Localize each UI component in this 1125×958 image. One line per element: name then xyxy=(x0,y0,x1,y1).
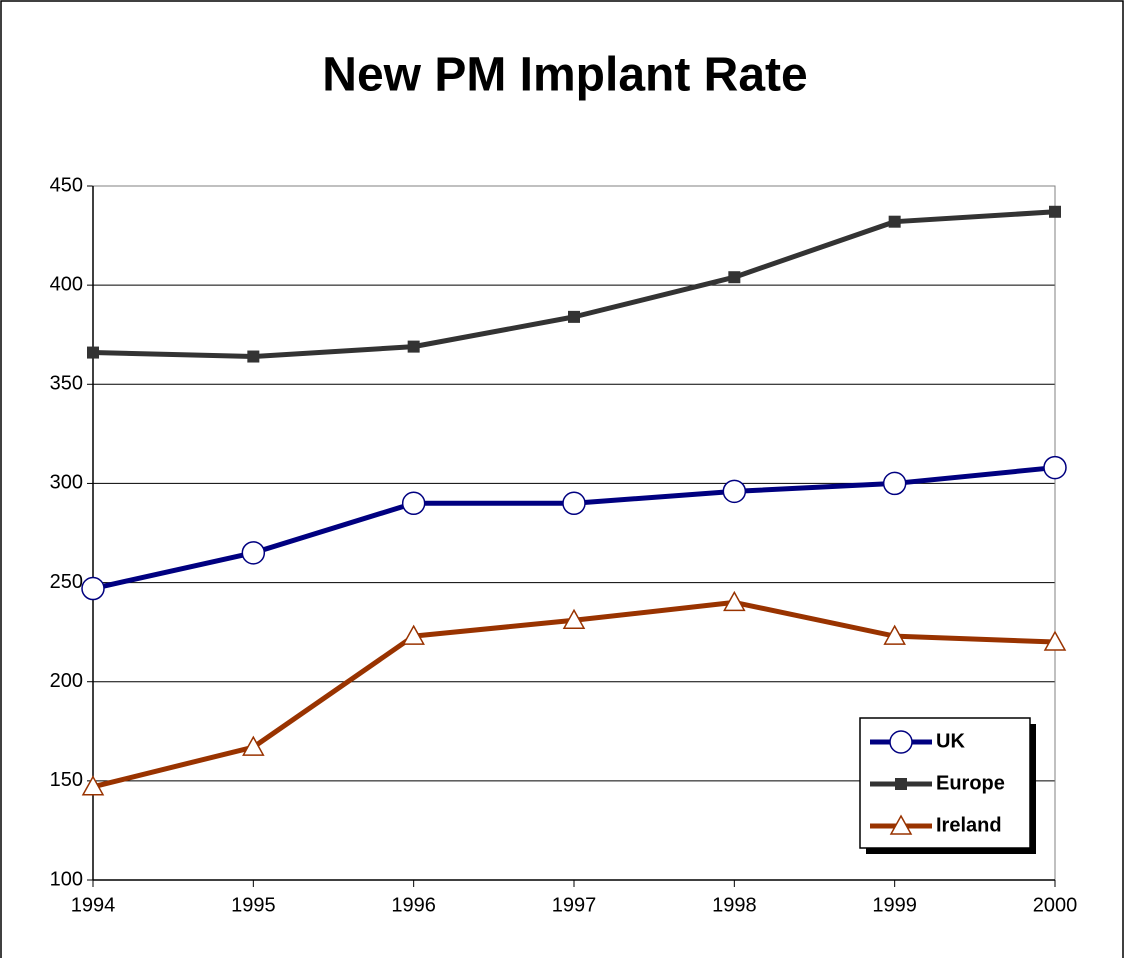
y-tick-label: 100 xyxy=(50,868,83,890)
marker xyxy=(723,590,746,612)
marker xyxy=(728,271,741,284)
legend: UK Europe Ireland xyxy=(859,717,1036,854)
marker xyxy=(888,215,901,228)
y-tick-label: 200 xyxy=(50,670,83,692)
x-tick-label: 1994 xyxy=(71,894,116,916)
marker xyxy=(1049,205,1061,218)
x-tick-label: 1995 xyxy=(231,894,276,916)
y-tick-label: 450 xyxy=(50,174,83,196)
legend-label: Ireland xyxy=(936,814,1002,836)
x-tick-label: 2000 xyxy=(1033,894,1078,916)
y-tick-label: 300 xyxy=(50,472,83,494)
marker xyxy=(402,624,425,645)
x-tick-label: 1996 xyxy=(391,894,436,916)
marker xyxy=(1043,630,1067,651)
marker xyxy=(81,576,105,601)
marker xyxy=(242,735,265,756)
marker xyxy=(87,346,99,359)
marker xyxy=(722,479,747,504)
x-tick-label: 1998 xyxy=(712,894,757,916)
x-tick-label: 1997 xyxy=(552,894,597,916)
legend-label: UK xyxy=(936,730,965,752)
marker xyxy=(407,340,420,353)
y-tick-label: 150 xyxy=(50,769,83,791)
legend-marker xyxy=(889,730,913,754)
marker xyxy=(568,310,580,323)
marker xyxy=(81,775,105,796)
marker xyxy=(401,491,426,516)
marker xyxy=(883,624,906,645)
marker xyxy=(241,541,266,565)
x-tick-label: 1999 xyxy=(872,894,917,916)
marker xyxy=(882,471,907,496)
marker xyxy=(247,350,260,363)
legend-marker xyxy=(889,814,913,835)
marker xyxy=(562,608,586,629)
chart-title: New PM Implant Rate xyxy=(322,49,807,102)
marker xyxy=(1043,455,1067,480)
legend-marker xyxy=(895,778,907,790)
y-tick-label: 400 xyxy=(50,273,83,295)
marker xyxy=(562,491,586,516)
legend-label: Europe xyxy=(936,772,1005,794)
y-tick-label: 250 xyxy=(50,571,83,593)
y-tick-label: 350 xyxy=(50,373,83,395)
